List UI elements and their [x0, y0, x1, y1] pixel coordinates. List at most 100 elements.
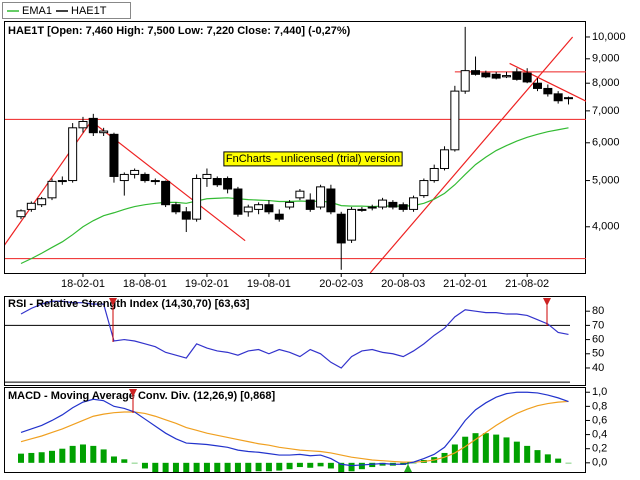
histogram-bar [172, 462, 179, 472]
histogram-bar [121, 459, 128, 463]
histogram-bar [493, 434, 500, 463]
candle-body [37, 198, 47, 206]
candle-body [316, 186, 326, 208]
candle-body [481, 72, 491, 78]
candle-body [47, 180, 57, 199]
histogram-bar [276, 462, 283, 471]
histogram-bar [327, 462, 334, 469]
histogram-bar [451, 444, 458, 463]
histogram-bar [410, 462, 417, 464]
candle-body [543, 87, 553, 95]
histogram-bar [152, 462, 159, 472]
y-tick-label: 8,000 [592, 77, 620, 89]
candle-body [295, 190, 305, 199]
plot-area [5, 300, 570, 383]
histogram-bar [203, 462, 210, 472]
y-tick-label: 9,000 [592, 53, 620, 65]
candle-body [274, 213, 284, 220]
histogram-bar [59, 448, 66, 463]
trend-line [5, 118, 94, 246]
candle-body [367, 206, 377, 209]
y-tick-label: 1,0 [592, 386, 607, 398]
legend-label: EMA1 [22, 5, 52, 17]
histogram-bar [38, 452, 45, 463]
histogram-bar [369, 462, 376, 468]
candle-body [419, 180, 429, 197]
ema-line [20, 127, 569, 265]
candle-body [388, 201, 398, 208]
sell-signal [129, 389, 137, 397]
x-tick-label: 21-02-01 [443, 278, 487, 290]
y-tick-label: 40 [592, 362, 604, 374]
histogram-bar [503, 437, 510, 463]
macd-line [20, 391, 569, 467]
histogram-bar [90, 445, 97, 463]
candle-body [161, 180, 171, 206]
candle-body [512, 71, 522, 80]
histogram-bar [131, 462, 138, 464]
candle-body [563, 97, 573, 100]
candle-body [336, 213, 346, 244]
candle-body [440, 149, 450, 169]
histogram-bar [482, 433, 489, 463]
trend-line [509, 62, 586, 102]
histogram-bar [317, 462, 324, 467]
histogram-bar [441, 452, 448, 463]
sell-signal [109, 298, 117, 306]
histogram-bar [18, 453, 24, 463]
histogram-bar [79, 444, 86, 463]
histogram-bar [524, 445, 531, 463]
candle-body [140, 173, 150, 182]
candle-body [553, 93, 563, 102]
candle-body [202, 173, 212, 179]
candle-body [502, 75, 512, 78]
signal-markers [109, 298, 551, 472]
plot-area [5, 26, 586, 273]
candle-body [264, 204, 274, 213]
plot-layer: 4,000 5,000 6,000 7,000 8,000 9,000 10,000 HAE1… [5, 25, 626, 472]
candle-body [409, 197, 419, 210]
candle-body [254, 204, 264, 210]
histogram-bar [286, 462, 293, 470]
x-tick-label: 19-08-01 [247, 278, 291, 290]
y-tick-label: 70 [592, 319, 604, 331]
candle-body [109, 133, 119, 177]
legend-label: HAE1T [71, 5, 107, 17]
candle-body [192, 177, 202, 220]
candle-body [212, 177, 222, 186]
x-tick-label: 19-02-01 [185, 278, 229, 290]
x-tick-label: 20-02-03 [319, 278, 363, 290]
sell-signal [543, 298, 551, 306]
histogram-bar [100, 449, 107, 463]
candle-body [347, 208, 357, 241]
histogram-bar [534, 450, 541, 463]
candle-body [130, 169, 140, 175]
legend: EMA1 HAE1T [2, 2, 131, 19]
candle-body [68, 127, 78, 182]
plot-area [18, 391, 572, 472]
y-tick-label: 0,2 [592, 443, 607, 455]
y-tick-label: 50 [592, 348, 604, 360]
candle-body [150, 180, 160, 183]
histogram-bar [348, 462, 355, 472]
x-tick-label: 20-08-03 [381, 278, 425, 290]
histogram-bar [358, 462, 365, 470]
histogram-bar [214, 462, 221, 472]
candle-body [119, 173, 129, 182]
histogram-bar [48, 450, 55, 463]
candle-body [78, 120, 88, 129]
candle-body [533, 82, 542, 89]
y-tick-label: 80 [592, 305, 604, 317]
candle-body [326, 188, 336, 213]
candle-body [460, 70, 470, 92]
histogram-bar [28, 452, 35, 463]
candle-body [233, 188, 243, 215]
candle-body [471, 70, 481, 75]
trial-notice-box [223, 151, 403, 167]
rsi-panel [4, 296, 586, 386]
histogram-bar [234, 462, 241, 472]
histogram-bar [513, 441, 520, 463]
candle-body [378, 199, 388, 208]
main-panel [4, 21, 586, 274]
